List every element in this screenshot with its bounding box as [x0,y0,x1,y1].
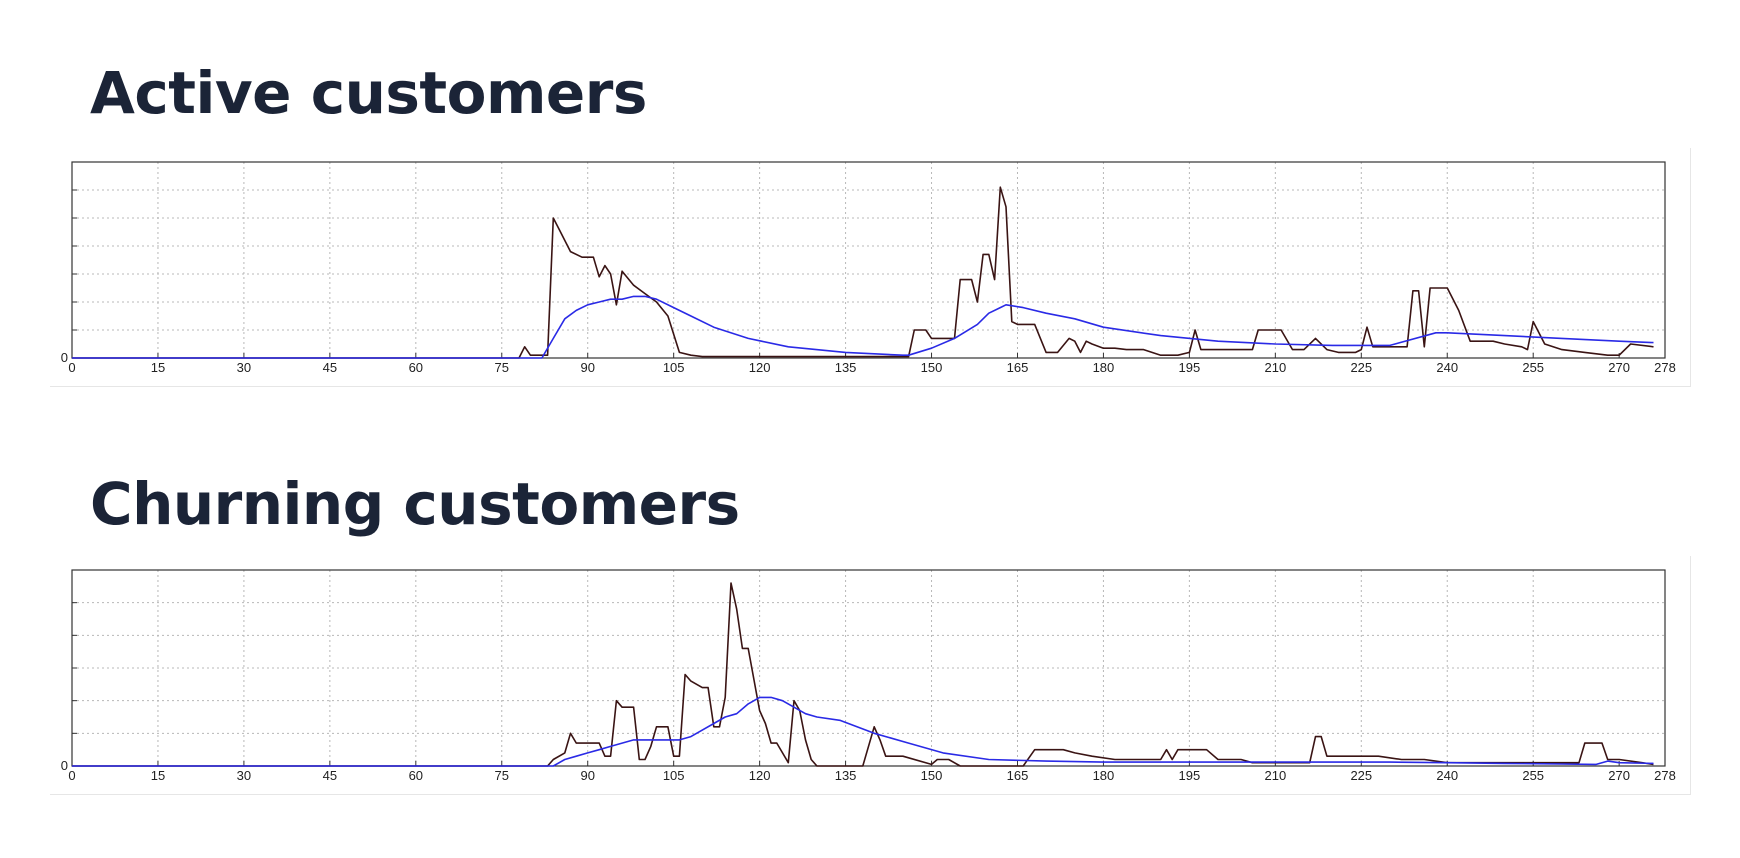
x-tick-label: 60 [409,768,423,783]
x-tick-label: 210 [1264,768,1286,783]
x-tick-label: 120 [749,768,771,783]
churning-customers-chart: 0 15 30 45 60 75 90 105 120 135 150 165 180 195 210 225… [61,569,1676,783]
y-tick-label: 0 [61,350,68,365]
x-tick-label: 195 [1179,360,1201,375]
x-tick-label: 45 [323,768,337,783]
raw-series-line [72,186,1654,359]
gridlines [72,569,1665,766]
x-tick-label: 60 [409,360,423,375]
x-tick-label: 278 [1654,768,1676,783]
x-tick-label: 195 [1179,768,1201,783]
x-tick-label: 240 [1436,360,1458,375]
x-tick-label: 278 [1654,360,1676,375]
y-tick-label: 0 [61,758,68,773]
x-tick-label: 255 [1522,768,1544,783]
x-tick-label: 30 [237,360,251,375]
x-tick-label: 165 [1007,360,1029,375]
smoothed-series-line [72,295,1654,359]
x-tick-label: 225 [1350,768,1372,783]
x-tick-label: 165 [1007,768,1029,783]
x-tick-label: 15 [151,360,165,375]
x-tick-label: 150 [921,360,943,375]
x-tick-label: 90 [580,360,594,375]
x-tick-label: 105 [663,768,685,783]
x-tick-label: 75 [495,768,509,783]
active-customers-chart: 0 15 30 45 60 75 90 105 120 135 150 165 180 195 210 225… [61,161,1676,375]
x-tick-label: 180 [1093,768,1115,783]
x-tick-label: 270 [1608,360,1630,375]
plot-frame [71,161,1666,359]
x-tick-label: 0 [68,360,75,375]
x-tick-label: 15 [151,768,165,783]
x-tick-label: 180 [1093,360,1115,375]
x-tick-label: 240 [1436,768,1458,783]
chart-title-churning: Churning customers [90,470,740,538]
active-customers-chart-panel: 0 15 30 45 60 75 90 105 120 135 150 165 180 195 210 225… [50,148,1691,387]
x-tick-label: 75 [495,360,509,375]
x-tick-label: 105 [663,360,685,375]
raw-series-line [72,582,1654,767]
x-tick-label: 270 [1608,768,1630,783]
churning-customers-chart-panel: 0 15 30 45 60 75 90 105 120 135 150 165 180 195 210 225… [50,556,1691,795]
smoothed-series-line [72,696,1654,767]
x-tick-label: 150 [921,768,943,783]
x-tick-label: 90 [580,768,594,783]
x-tick-label: 45 [323,360,337,375]
x-tick-label: 0 [68,768,75,783]
x-tick-label: 135 [835,360,857,375]
plot-frame [71,569,1666,767]
x-tick-label: 120 [749,360,771,375]
x-tick-label: 30 [237,768,251,783]
x-tick-label: 255 [1522,360,1544,375]
x-tick-label: 225 [1350,360,1372,375]
x-tick-label: 210 [1264,360,1286,375]
x-tick-label: 135 [835,768,857,783]
chart-title-active: Active customers [90,59,647,127]
